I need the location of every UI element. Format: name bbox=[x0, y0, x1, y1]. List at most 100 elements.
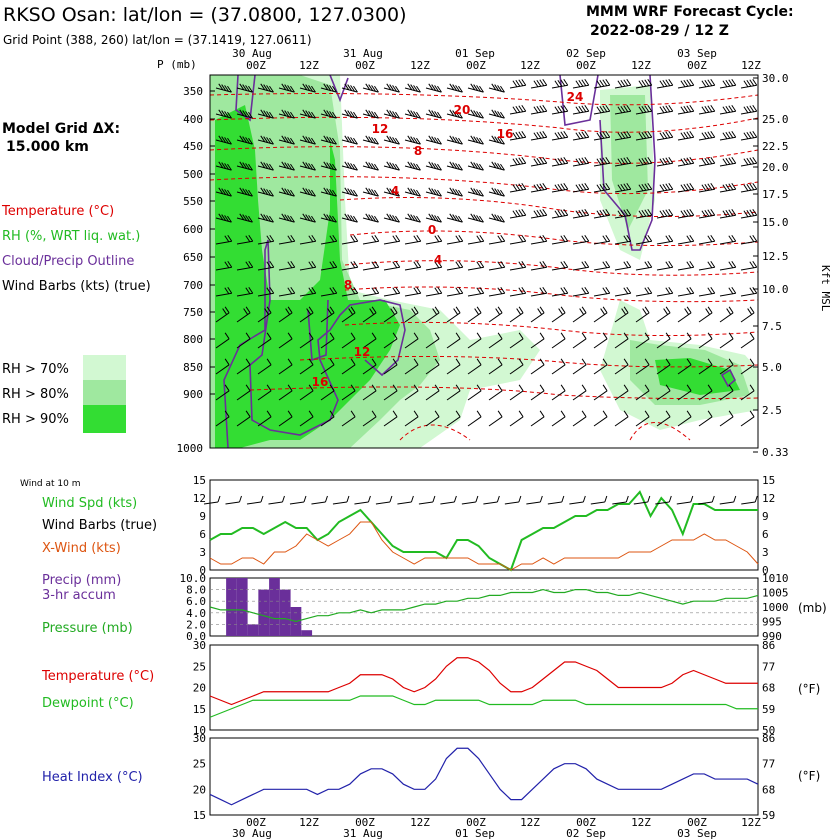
wind-barb bbox=[215, 213, 232, 223]
wind-barb bbox=[383, 135, 400, 145]
wind-barb bbox=[740, 156, 758, 167]
wind-barb bbox=[488, 306, 503, 323]
heat-f-tick: 68 bbox=[762, 783, 775, 796]
wind-barb bbox=[593, 182, 611, 193]
surface-wind-barb bbox=[741, 495, 758, 505]
bottom-hour-label: 00Z bbox=[355, 816, 375, 829]
wind-barb bbox=[257, 135, 274, 145]
surface-wind-barb bbox=[633, 495, 651, 505]
wind-barb bbox=[488, 260, 506, 271]
temp-f-tick: 59 bbox=[762, 703, 775, 716]
wind-barb bbox=[467, 135, 484, 145]
pressure-line bbox=[209, 588, 759, 623]
wind-barb bbox=[698, 156, 716, 167]
wind-barb bbox=[446, 260, 464, 271]
temperature-contour-label: 12 bbox=[354, 345, 371, 359]
wind-barb bbox=[530, 208, 548, 219]
wind-barb bbox=[572, 208, 590, 219]
pressure-tick-label: 450 bbox=[183, 140, 203, 153]
wind-barb bbox=[698, 384, 713, 401]
wind-barb bbox=[572, 260, 590, 271]
rh70-swatch bbox=[83, 355, 126, 380]
legend-xwind: X-Wind (kts) bbox=[42, 541, 121, 556]
wind-barb bbox=[320, 109, 337, 119]
heat-f-tick: 86 bbox=[762, 732, 775, 745]
temperature-contour-label: 8 bbox=[344, 278, 352, 292]
wind-barb bbox=[488, 358, 503, 375]
wind-y-tick: 9 bbox=[199, 510, 206, 523]
wind-barb bbox=[425, 410, 440, 427]
surface-wind-barb bbox=[332, 495, 350, 505]
bottom-hour-label: 00Z bbox=[576, 816, 596, 829]
wind-barb bbox=[467, 306, 482, 323]
wind-barb bbox=[719, 306, 734, 323]
precip-y-tick: 4.0 bbox=[186, 607, 206, 620]
pressure-tick-label: 850 bbox=[183, 361, 203, 374]
wind-barb bbox=[278, 410, 293, 427]
wind-barb bbox=[215, 286, 233, 297]
wind-barb bbox=[215, 358, 230, 375]
wind-barb bbox=[740, 78, 758, 89]
temp-f-tick: 86 bbox=[762, 639, 775, 652]
wind-barb bbox=[425, 260, 443, 271]
precip-y-tick: 8.0 bbox=[186, 584, 206, 597]
surface-wind-barb bbox=[547, 495, 565, 505]
wind-barb bbox=[719, 78, 737, 89]
wind-barb bbox=[488, 286, 506, 297]
wind-barb bbox=[719, 182, 737, 193]
pressure-tick-label: 650 bbox=[183, 251, 203, 264]
height-tick-label: 2.5 bbox=[762, 404, 782, 417]
rh80-swatch bbox=[83, 380, 126, 405]
wind-barb bbox=[719, 234, 737, 245]
wind-barb bbox=[299, 83, 316, 93]
pressure-tick-label: 800 bbox=[183, 333, 203, 346]
wind-barb bbox=[278, 234, 296, 245]
temperature-contour-label: 20 bbox=[454, 103, 471, 117]
precip-bar bbox=[258, 589, 270, 636]
surface-wind-barb bbox=[569, 495, 586, 505]
wind-barb bbox=[404, 161, 421, 171]
wind-barb bbox=[362, 109, 379, 119]
top-date-label: 01 Sep bbox=[455, 47, 495, 60]
wind-barb bbox=[740, 182, 758, 193]
wind-barb bbox=[488, 332, 503, 349]
bottom-hour-label: 12Z bbox=[741, 816, 761, 829]
surface-wind-barb bbox=[203, 495, 221, 505]
wind-barb bbox=[362, 161, 379, 171]
wind-barb bbox=[404, 213, 421, 223]
wind-barb bbox=[404, 109, 421, 119]
bottom-date-label: 01 Sep bbox=[455, 827, 495, 840]
wind-barb bbox=[278, 109, 295, 119]
bottom-hour-label: 00Z bbox=[687, 816, 707, 829]
bottom-hour-label: 00Z bbox=[466, 816, 486, 829]
wind-barb bbox=[656, 410, 671, 427]
wind-barb bbox=[593, 410, 608, 427]
wind-barb bbox=[467, 83, 484, 93]
wind-barb bbox=[614, 208, 632, 219]
wind-barb bbox=[635, 104, 653, 115]
wind-barb bbox=[320, 83, 337, 93]
wind-barb bbox=[719, 156, 737, 167]
wind-barb bbox=[551, 130, 569, 141]
surface-wind-barb bbox=[354, 495, 371, 505]
wind-barb bbox=[467, 187, 484, 197]
wind-barb bbox=[236, 161, 253, 171]
wind10-label: Wind at 10 m bbox=[20, 479, 80, 489]
wind-barb bbox=[236, 260, 254, 271]
wind-barb bbox=[299, 135, 316, 145]
wind-barb bbox=[677, 260, 695, 271]
pressure-tick-label: 550 bbox=[183, 195, 203, 208]
wind-barb bbox=[572, 384, 587, 401]
top-hour-label: 00Z bbox=[466, 59, 486, 72]
wind-barb bbox=[236, 234, 254, 245]
bottom-hour-label: 12Z bbox=[520, 816, 540, 829]
pressure-tick-label: 600 bbox=[183, 223, 203, 236]
wind-barb bbox=[278, 135, 295, 145]
surface-wind-barb bbox=[526, 495, 543, 505]
surface-wind-barb bbox=[676, 495, 694, 505]
wind-barb bbox=[509, 104, 527, 115]
top-hour-label: 00Z bbox=[576, 59, 596, 72]
wind-barb bbox=[677, 78, 695, 89]
wind-barb bbox=[656, 234, 674, 245]
surface-wind-barb bbox=[225, 495, 242, 505]
